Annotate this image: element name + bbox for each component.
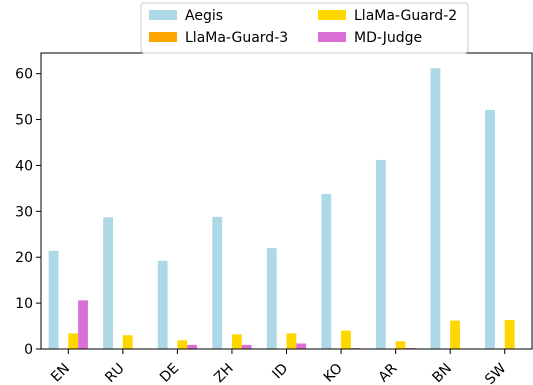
legend-box — [140, 2, 469, 54]
legend-swatch — [318, 10, 346, 20]
bar-aegis-ar — [375, 159, 386, 349]
legend-swatch — [149, 32, 177, 42]
x-tick-label: ID — [269, 361, 291, 383]
y-tick-label: 60 — [15, 67, 33, 83]
bar-llama-guard-2-ru — [122, 335, 133, 349]
y-tick-label: 20 — [15, 250, 33, 266]
legend-swatch — [318, 32, 346, 42]
x-tick-label: EN — [48, 361, 73, 385]
bar-md-judge-id — [296, 343, 307, 349]
legend-label: MD-Judge — [354, 30, 422, 46]
bar-aegis-id — [266, 248, 277, 349]
bar-llama-guard-2-zh — [231, 334, 242, 349]
bar-aegis-bn — [430, 68, 441, 349]
y-tick-label: 0 — [24, 342, 33, 358]
bar-md-judge-zh — [241, 344, 252, 349]
bar-llama-guard-2-bn — [450, 320, 460, 349]
bar-aegis-ko — [321, 193, 332, 349]
legend-label: LlaMa-Guard-3 — [185, 30, 288, 46]
bar-llama-guard-2-ko — [341, 330, 351, 349]
bars-layer — [48, 68, 515, 349]
bar-aegis-ru — [103, 217, 114, 349]
x-tick-label: RU — [102, 361, 127, 385]
legend-label: Aegis — [185, 8, 223, 24]
x-tick-label: AR — [375, 360, 400, 385]
bar-llama-guard-2-de — [177, 340, 188, 349]
bar-llama-guard-2-id — [286, 333, 297, 349]
legend: Aegis LlaMa-Guard-3 LlaMa-Guard-2 MD-Judge — [140, 2, 469, 54]
bar-aegis-sw — [485, 109, 495, 349]
legend-label: LlaMa-Guard-2 — [354, 8, 457, 24]
y-tick-label: 10 — [15, 296, 33, 312]
bar-llama-guard-2-sw — [504, 320, 515, 349]
plot-frame — [40, 52, 533, 350]
legend-swatch — [149, 10, 177, 20]
bar-md-judge-en — [78, 300, 88, 349]
y-tick-label: 30 — [15, 204, 33, 220]
x-tick-label: BN — [429, 361, 455, 385]
bar-aegis-en — [48, 250, 59, 349]
bar-llama-guard-2-ar — [395, 341, 406, 349]
x-tick-label: ZH — [211, 361, 237, 385]
bar-llama-guard-2-en — [68, 333, 79, 349]
x-tick-label: SW — [482, 360, 509, 385]
y-tick-label: 40 — [15, 158, 33, 174]
y-tick-label: 50 — [15, 113, 33, 129]
x-tick-label: DE — [157, 361, 182, 385]
bar-aegis-de — [157, 260, 168, 349]
bar-aegis-zh — [212, 216, 223, 349]
x-tick-label: KO — [321, 361, 346, 385]
bar-md-judge-de — [187, 344, 198, 349]
